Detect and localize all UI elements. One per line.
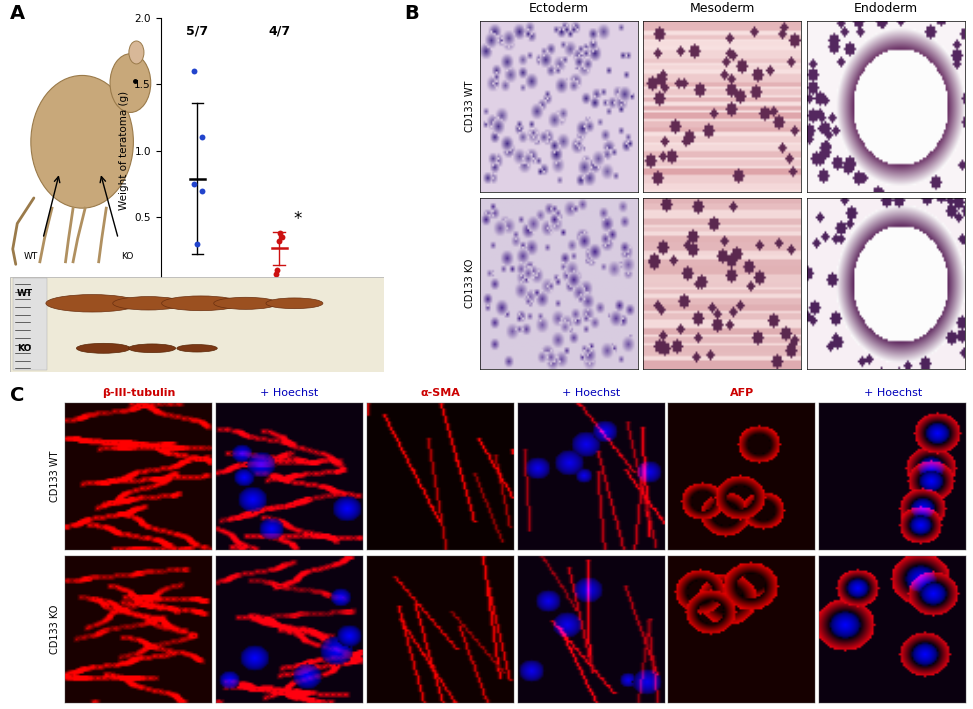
Point	[272, 228, 288, 239]
Ellipse shape	[113, 296, 184, 310]
Text: KO: KO	[18, 344, 31, 353]
Bar	[14, 279, 47, 370]
Point	[271, 235, 287, 247]
Text: + Hoechst: + Hoechst	[562, 389, 620, 398]
Point	[187, 65, 202, 77]
Point	[268, 269, 283, 280]
Text: C: C	[10, 386, 24, 406]
Text: WT: WT	[23, 252, 38, 260]
Text: 4/7: 4/7	[269, 24, 290, 38]
Text: A: A	[10, 4, 25, 23]
Text: Ectoderm: Ectoderm	[528, 2, 589, 15]
Text: B: B	[404, 4, 418, 23]
Ellipse shape	[77, 343, 130, 353]
Point	[270, 264, 285, 276]
Text: Endoderm: Endoderm	[854, 2, 919, 15]
Ellipse shape	[214, 297, 277, 309]
Ellipse shape	[162, 296, 240, 311]
Text: *: *	[293, 210, 302, 228]
Text: 5/7: 5/7	[186, 24, 208, 38]
Point	[195, 185, 210, 196]
Point	[194, 132, 209, 143]
Ellipse shape	[128, 344, 176, 352]
Text: + Hoechst: + Hoechst	[261, 389, 318, 398]
Ellipse shape	[177, 345, 217, 352]
Point	[186, 178, 201, 189]
Text: CD133 KO: CD133 KO	[465, 259, 475, 308]
Ellipse shape	[266, 298, 323, 308]
Text: WT: WT	[18, 289, 33, 298]
Text: β-III-tubulin: β-III-tubulin	[102, 389, 175, 398]
Ellipse shape	[110, 54, 151, 113]
Text: AFP: AFP	[730, 389, 754, 398]
Text: α-SMA: α-SMA	[420, 389, 460, 398]
Text: CD133 WT: CD133 WT	[51, 451, 60, 503]
Point	[274, 231, 290, 242]
Y-axis label: Weight of teratoma (g): Weight of teratoma (g)	[119, 91, 128, 211]
Text: KO: KO	[122, 252, 133, 260]
Text: CD133 WT: CD133 WT	[465, 81, 475, 132]
Text: Mesoderm: Mesoderm	[690, 2, 755, 15]
Ellipse shape	[128, 41, 144, 64]
Text: + Hoechst: + Hoechst	[864, 389, 921, 398]
Text: CD133 KO: CD133 KO	[51, 605, 60, 654]
Ellipse shape	[31, 75, 133, 208]
Ellipse shape	[46, 295, 138, 312]
Point	[190, 238, 205, 250]
